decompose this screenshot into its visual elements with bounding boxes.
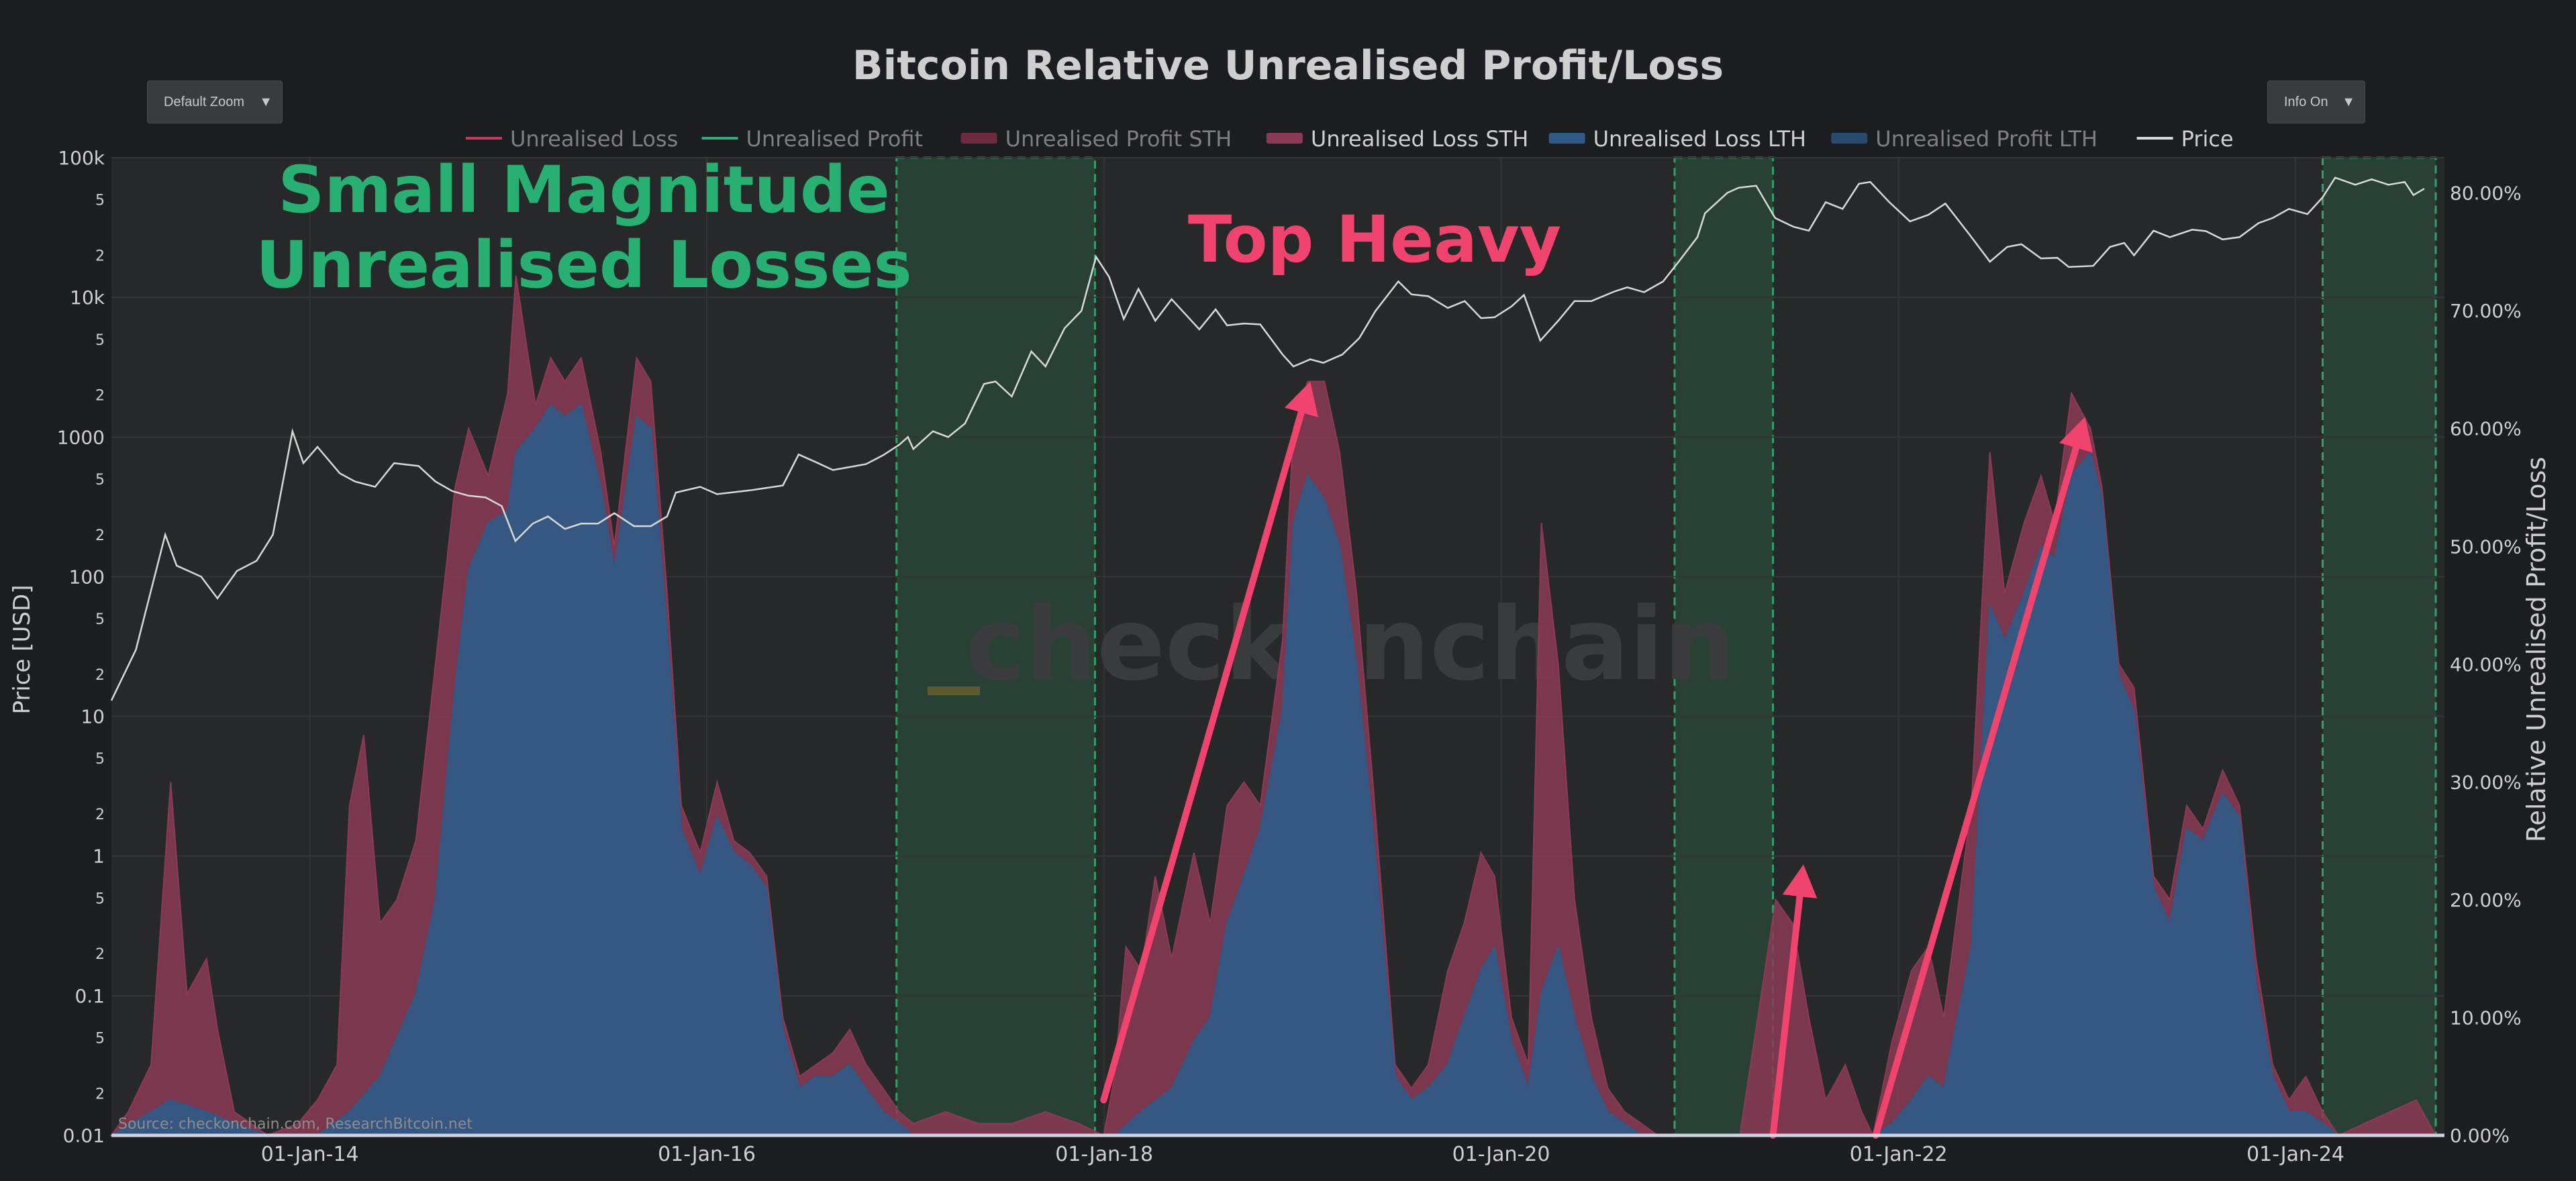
legend-swatch-5 bbox=[1831, 133, 1868, 144]
price-minor-label-3-0: 2 bbox=[95, 667, 105, 684]
annotation-small-magnitude-line-0: Small Magnitude bbox=[278, 152, 890, 227]
y-axis-right-label: Relative Unrealised Profit/Loss bbox=[2522, 457, 2551, 842]
price-tick-label-1: 0.1 bbox=[75, 985, 105, 1007]
price-minor-label-2-1: 5 bbox=[95, 751, 105, 768]
watermark-logo-mark bbox=[928, 686, 980, 695]
price-minor-label-5-0: 2 bbox=[95, 388, 105, 405]
arrow-shaft-1 bbox=[1769, 892, 1803, 1139]
y-axis-left-label: Price [USD] bbox=[9, 585, 36, 715]
date-tick-label-0: 01-Jan-14 bbox=[261, 1143, 359, 1166]
chevron-down-icon: ▼ bbox=[2342, 94, 2355, 109]
highlight-regions bbox=[895, 156, 2437, 1137]
price-minor-label-4-0: 2 bbox=[95, 527, 105, 544]
highlight-region-1 bbox=[1673, 156, 1775, 1137]
rupl-tick-label-0: 0.00% bbox=[2450, 1125, 2510, 1147]
price-tick-label-2: 1 bbox=[93, 845, 105, 868]
legend-item-0: Unrealised Loss bbox=[510, 126, 678, 152]
rupl-tick-label-7: 70.00% bbox=[2450, 300, 2522, 322]
price-minor-label-4-1: 5 bbox=[95, 472, 105, 489]
legend-item-1: Unrealised Profit bbox=[746, 126, 924, 152]
default-zoom-dropdown[interactable]: Default Zoom ▼ bbox=[147, 81, 283, 123]
arrow-shaft-2 bbox=[1872, 444, 2080, 1139]
rupl-tick-label-5: 50.00% bbox=[2450, 535, 2522, 558]
arrow-shaft-0 bbox=[1100, 409, 1305, 1104]
default-zoom-label: Default Zoom bbox=[164, 94, 245, 109]
annotation-top-heavy-line-0: Top Heavy bbox=[1188, 202, 1561, 277]
price-tick-label-5: 1000 bbox=[57, 426, 105, 448]
info-toggle-dropdown[interactable]: Info On ▼ bbox=[2267, 81, 2365, 123]
price-minor-label-6-0: 2 bbox=[95, 248, 105, 264]
price-series bbox=[110, 176, 2425, 701]
area-unrealised-loss-lth bbox=[109, 403, 2436, 1136]
date-tick-label-2: 01-Jan-18 bbox=[1055, 1143, 1153, 1166]
price-minor-label-3-1: 5 bbox=[95, 611, 105, 628]
price-minor-label-1-1: 5 bbox=[95, 890, 105, 907]
arrow-head-1 bbox=[1782, 864, 1818, 898]
price-tick-label-6: 10k bbox=[70, 287, 105, 309]
price-tick-label-3: 10 bbox=[81, 706, 105, 728]
date-tick-label-3: 01-Jan-20 bbox=[1452, 1143, 1550, 1166]
legend-swatch-6 bbox=[2136, 137, 2173, 140]
legend-item-3: Unrealised Loss STH bbox=[1311, 126, 1528, 152]
legend-swatch-2 bbox=[960, 133, 997, 144]
chevron-down-icon: ▼ bbox=[259, 94, 273, 109]
date-axis: 01-Jan-14 01-Jan-16 01-Jan-18 01-Jan-20 01-J… bbox=[111, 1133, 2444, 1166]
legend-swatch-4 bbox=[1548, 133, 1585, 144]
arrow-head-2 bbox=[2059, 417, 2093, 453]
source-note: Source: checkonchain.com, ResearchBitcoi… bbox=[118, 1116, 473, 1133]
price-line bbox=[110, 176, 2425, 701]
area-series bbox=[109, 275, 2437, 1138]
arrow-head-0 bbox=[1284, 381, 1318, 417]
legend-item-6: Price bbox=[2181, 126, 2234, 152]
rupl-tick-label-1: 10.00% bbox=[2450, 1007, 2522, 1029]
rupl-tick-label-8: 80.00% bbox=[2450, 183, 2522, 205]
price-minor-label-5-1: 5 bbox=[95, 332, 105, 349]
price-minor-label-0-0: 2 bbox=[95, 1086, 105, 1102]
date-tick-label-4: 01-Jan-22 bbox=[1850, 1143, 1948, 1166]
price-tick-label-0: 0.01 bbox=[63, 1125, 105, 1147]
rupl-tick-label-6: 60.00% bbox=[2450, 418, 2522, 440]
price-axis: 0.01 2 5 0.1 2 5 1 2 5 10 2 5 100 2 5 1000 2 5 10k 2 5 100k bbox=[57, 147, 105, 1147]
annotation-arrows bbox=[1100, 381, 2093, 1139]
chart-title: Bitcoin Relative Unrealised Profit/Loss bbox=[852, 42, 1724, 89]
legend: Unrealised Loss Unrealised Profit Unrealis… bbox=[466, 126, 2234, 152]
info-toggle-label: Info On bbox=[2284, 94, 2328, 109]
price-minor-label-0-1: 5 bbox=[95, 1031, 105, 1047]
rupl-tick-label-2: 20.00% bbox=[2450, 889, 2522, 911]
legend-item-4: Unrealised Loss LTH bbox=[1593, 126, 1806, 152]
highlight-region-0 bbox=[895, 156, 1096, 1137]
price-minor-label-2-0: 2 bbox=[95, 807, 105, 823]
price-tick-label-4: 100 bbox=[69, 566, 105, 588]
legend-swatch-0 bbox=[466, 137, 502, 140]
legend-item-2: Unrealised Profit STH bbox=[1005, 126, 1232, 152]
legend-swatch-3 bbox=[1266, 133, 1303, 144]
highlight-region-2 bbox=[2322, 156, 2437, 1137]
legend-item-5: Unrealised Profit LTH bbox=[1875, 126, 2097, 152]
rupl-tick-label-4: 40.00% bbox=[2450, 654, 2522, 676]
annotation-small-magnitude-line-1: Unrealised Losses bbox=[256, 227, 911, 303]
price-tick-label-7: 100k bbox=[58, 147, 105, 169]
price-minor-label-6-1: 5 bbox=[95, 193, 105, 209]
rupl-axis: 0.00% 10.00% 20.00% 30.00% 40.00% 50.00% 60.00… bbox=[2450, 183, 2522, 1147]
rupl-tick-label-3: 30.00% bbox=[2450, 771, 2522, 793]
date-tick-label-1: 01-Jan-16 bbox=[658, 1143, 756, 1166]
legend-swatch-1 bbox=[701, 137, 738, 140]
price-minor-label-1-0: 2 bbox=[95, 946, 105, 963]
date-tick-label-5: 01-Jan-24 bbox=[2246, 1143, 2344, 1166]
